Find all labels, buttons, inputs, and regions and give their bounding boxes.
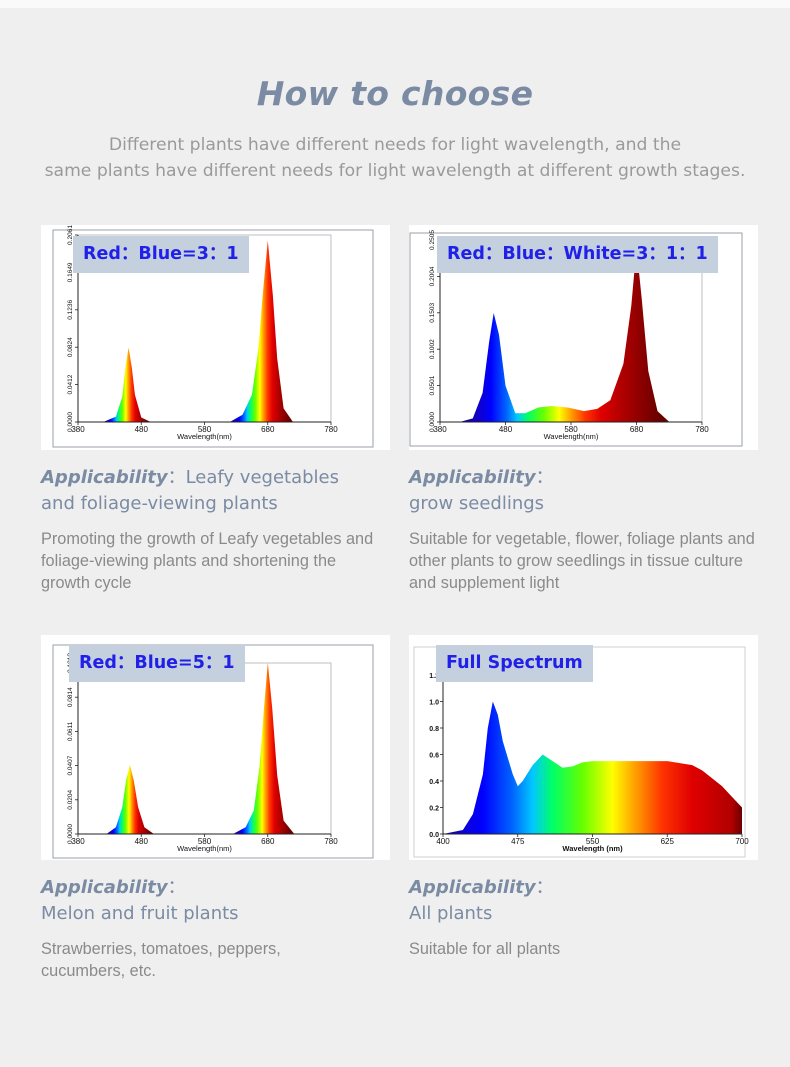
applicability-label: Applicability (41, 467, 168, 488)
applicability-value-2: and foliage-viewing plants (41, 493, 278, 514)
top-band (0, 0, 790, 8)
y-tick-label: 0.0204 (67, 789, 74, 809)
series-area-blue-peak (103, 347, 151, 422)
description-2: Suitable for vegetable, flower, foliage … (409, 530, 755, 592)
x-tick-label: 780 (324, 425, 338, 434)
x-tick-label: 550 (586, 837, 600, 846)
ratio-badge: Red：Blue=5：1 (69, 645, 245, 682)
series-area-spectrum (459, 247, 670, 422)
applicability-value-2: Melon and fruit plants (41, 903, 239, 924)
y-tick-label: 0.0 (429, 832, 439, 839)
applicability-4: Applicability： All plants (409, 875, 749, 927)
series-area-spectrum (443, 701, 742, 834)
y-tick-label: 0.0000 (429, 412, 436, 432)
y-tick-label: 0.0412 (67, 374, 74, 394)
spectrum-chart-4: 400 475 550 625 700 0.0 0.2 0.4 0.6 0.8 1.0 1.2 Wave… (413, 646, 749, 858)
series-area-blue-peak (106, 765, 154, 834)
x-tick-label: 480 (499, 425, 513, 434)
x-tick-label: 625 (661, 837, 675, 846)
spectrum-card-1: 380 480 580 680 780 0.0000 0.0412 0.0824 0.1236 0… (41, 225, 390, 450)
applicability-value-2: All plants (409, 903, 493, 924)
description-4: Suitable for all plants (409, 940, 561, 958)
x-tick-label: 400 (436, 837, 450, 846)
x-tick-label: 480 (135, 425, 149, 434)
x-tick-label: 700 (735, 837, 749, 846)
x-tick-label: 480 (135, 837, 149, 846)
y-tick-label: 0.2505 (429, 230, 436, 250)
x-axis-label: Wavelength (nm) (562, 844, 623, 853)
y-tick-label: 0.8 (429, 726, 439, 733)
spectrum-card-4: 400 475 550 625 700 0.0 0.2 0.4 0.6 0.8 1.0 1.2 Wave… (409, 635, 758, 860)
description-3: Strawberries, tomatoes, peppers, cucumbe… (41, 940, 281, 980)
x-tick-label: 680 (261, 837, 275, 846)
y-tick-label: 0.1236 (67, 299, 74, 319)
series-area-red-peak (229, 240, 293, 422)
x-tick-label: 680 (630, 425, 644, 434)
y-tick-label: 1.2 (429, 673, 439, 680)
subtitle-line-2: same plants have different needs for lig… (44, 161, 746, 181)
y-tick-label: 0.0000 (67, 412, 74, 432)
y-tick-label: 0.4 (429, 779, 439, 786)
x-tick-label: 780 (695, 425, 709, 434)
ratio-badge: Red：Blue=3：1 (73, 236, 249, 273)
x-axis-label: Wavelength(nm) (177, 432, 232, 441)
y-tick-label: 0.0407 (67, 755, 74, 775)
subtitle-line-1: Different plants have different needs fo… (108, 135, 682, 155)
x-axis-label: Wavelength(nm) (544, 432, 599, 441)
applicability-label: Applicability (41, 877, 168, 898)
y-tick-label: 0.0824 (67, 337, 74, 357)
series-area-red-peak (233, 662, 295, 834)
y-tick-label: 0.0814 (67, 687, 74, 707)
y-tick-label: 0.1649 (67, 262, 74, 282)
x-tick-label: 680 (261, 425, 275, 434)
y-tick-label: 1.0 (429, 700, 439, 707)
description-1: Promoting the growth of Leafy vegetables… (41, 530, 374, 592)
y-tick-label: 0.6 (429, 753, 439, 760)
applicability-3: Applicability： Melon and fruit plants (41, 875, 381, 927)
applicability-sep: ： (167, 467, 186, 488)
x-tick-label: 780 (324, 837, 338, 846)
x-tick-label: 380 (71, 425, 85, 434)
page-title: How to choose (256, 74, 534, 113)
y-tick-label: 0.2004 (429, 266, 436, 286)
x-tick-label: 580 (198, 425, 212, 434)
y-tick-label: 0.0501 (429, 375, 436, 395)
y-tick-label: 0.0611 (67, 721, 74, 741)
chart-frame (52, 229, 374, 448)
x-tick-label: 580 (198, 837, 212, 846)
applicability-label: Applicability (409, 467, 536, 488)
spectrum-card-2: 380 480 580 680 780 0.0000 0.0501 0.1002 0.1503 0… (409, 225, 758, 450)
chart-frame (409, 232, 743, 447)
applicability-1: Applicability：Leafy vegetables and folia… (41, 465, 381, 517)
x-tick-label: 580 (564, 425, 578, 434)
y-tick-label: 0.0000 (67, 824, 74, 844)
y-tick-label: 0.2061 (67, 225, 74, 245)
x-tick-label: 380 (433, 425, 447, 434)
spectrum-chart-3: 380 480 580 680 780 0.0000 0.0204 0.0407 0.0611 0… (52, 644, 374, 859)
x-tick-label: 380 (71, 837, 85, 846)
ratio-badge: Red：Blue：White=3：1：1 (437, 236, 718, 273)
y-tick-label: 0.1002 (429, 339, 436, 359)
ratio-badge: Full Spectrum (436, 645, 593, 682)
y-tick-label: 0.1503 (429, 302, 436, 322)
x-tick-label: 475 (511, 837, 525, 846)
spectrum-card-3: 380 480 580 680 780 0.0000 0.0204 0.0407 0.0611 0… (41, 635, 390, 860)
applicability-value-2: grow seedlings (409, 493, 545, 514)
applicability-2: Applicability： grow seedlings (409, 465, 749, 517)
applicability-sep: ： (167, 877, 186, 898)
applicability-sep: ： (535, 877, 554, 898)
applicability-sep: ： (535, 467, 554, 488)
plot-area (77, 662, 332, 835)
applicability-label: Applicability (409, 877, 536, 898)
applicability-value-1: Leafy vegetables (185, 467, 339, 488)
x-axis-label: Wavelength(nm) (177, 844, 232, 853)
y-tick-label: 0.2 (429, 806, 439, 813)
